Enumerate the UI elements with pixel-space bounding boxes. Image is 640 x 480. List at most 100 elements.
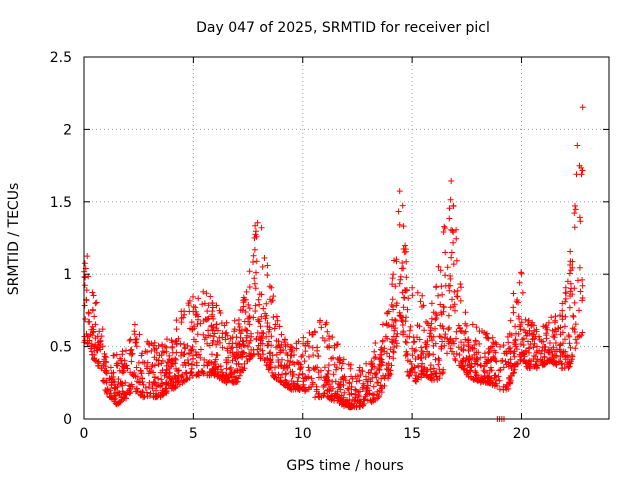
data-point [113,360,120,367]
data-point [503,350,510,357]
data-point [429,371,435,378]
data-point [562,336,568,343]
data-point [435,292,442,299]
data-point [242,309,249,315]
data-point [231,353,238,360]
data-point [264,262,271,269]
data-point [236,372,243,379]
data-point [438,311,445,318]
data-point [250,259,256,265]
data-point [444,264,451,271]
data-point [579,104,586,111]
data-point [437,301,444,308]
data-point [85,309,92,316]
data-point [113,351,120,358]
data-point [407,358,414,365]
data-point [515,331,522,337]
data-point [209,365,216,372]
data-point [314,347,321,354]
data-point [190,356,196,362]
data-point [207,332,214,339]
data-point [201,300,208,307]
data-point [267,349,274,356]
data-point [453,257,460,264]
data-point [442,225,448,231]
data-point [200,288,207,295]
data-point [440,229,447,235]
data-point [353,378,360,385]
data-point [482,354,488,361]
data-point [325,386,332,393]
data-point [492,357,499,364]
data-point [166,369,173,376]
data-point [175,367,182,374]
data-point [128,351,135,358]
data-point [117,398,124,405]
data-point [526,330,533,337]
data-point [572,336,579,343]
data-point [517,356,523,363]
data-point [187,325,194,332]
data-point [458,284,464,291]
data-point [189,361,196,368]
data-point [471,345,478,352]
data-point [435,355,442,362]
data-point [551,319,558,326]
data-point [449,348,456,355]
data-point [400,294,407,301]
data-point [576,333,583,340]
data-point [301,375,308,382]
data-point [442,331,449,338]
data-point [209,308,216,315]
data-point [260,305,267,312]
data-point [223,372,230,379]
data-point [578,164,585,171]
data-point [384,350,390,357]
data-point [392,337,399,344]
data-point [526,345,533,352]
data-point [570,313,577,320]
data-point [101,350,108,357]
data-point [252,308,259,314]
data-point [119,351,126,358]
data-point [252,302,259,309]
data-point [165,359,172,366]
data-point [543,330,550,337]
data-point [527,341,534,348]
data-point [154,393,161,400]
data-point [255,318,262,325]
data-point [178,373,185,380]
data-point [542,344,549,350]
data-point [435,263,442,270]
data-point [168,378,174,384]
data-point [217,339,223,346]
data-point [418,367,425,374]
data-point [500,342,507,349]
data-point [265,338,272,345]
data-point [151,362,158,369]
data-point [450,239,457,246]
data-point [84,339,91,346]
data-point [324,387,331,394]
data-point [359,368,366,375]
data-point [360,396,367,403]
data-point [518,269,525,276]
data-point [577,218,584,225]
data-point [194,331,201,338]
y-tick-label: 0 [63,412,72,428]
data-point [259,347,266,354]
data-point [324,371,331,377]
data-point [354,373,361,380]
data-point [579,329,586,336]
data-point [270,373,277,380]
data-point [396,221,403,228]
data-point [579,295,586,301]
data-point [323,319,330,326]
data-point [246,321,253,328]
data-point [224,332,231,339]
data-point [398,265,405,272]
data-point [267,364,274,371]
data-point [138,352,145,359]
data-point [558,365,565,372]
data-point [310,352,317,359]
